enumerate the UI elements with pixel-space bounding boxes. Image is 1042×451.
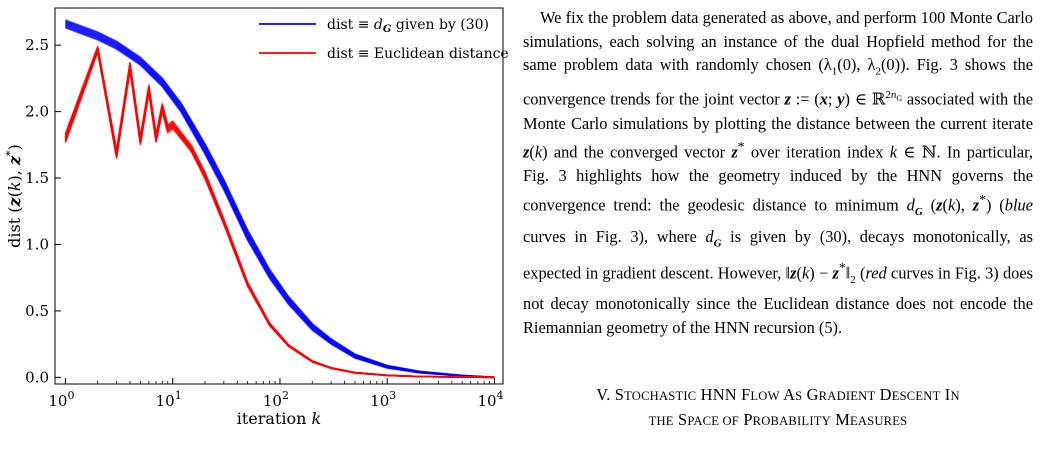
- series-1-run-4: [64, 49, 495, 379]
- body-paragraph: We fix the problem data generated as abo…: [523, 8, 1034, 337]
- series-1-run-3: [64, 49, 495, 379]
- curves-layer: [64, 19, 495, 379]
- y-tick-label: 0.0: [25, 368, 49, 386]
- convergence-figure: 100 101 102 103 104 0.0 0.5 1.0 1.5 2.0 2.5 dist ≡…: [0, 0, 520, 451]
- series-1-run-13: [64, 45, 495, 379]
- series-0-run-2: [65, 25, 495, 379]
- series-1-run-12: [64, 46, 495, 379]
- y-tick-label: 1.5: [25, 169, 49, 187]
- series-1-run-7: [64, 48, 495, 379]
- section-heading: V. STOCHASTIC HNN FLOW AS GRADIENT DESCE…: [523, 383, 1033, 433]
- series-0-run-0: [65, 27, 495, 379]
- svg-text:dist (z(k), z*): dist (z(k), z*): [4, 144, 24, 248]
- legend-label: dist ≡ Euclidean distance: [327, 46, 509, 62]
- axes-frame: [54, 7, 504, 385]
- series-0-run-1: [65, 26, 495, 379]
- series-1-run-9: [64, 47, 495, 379]
- series-1-run-10: [64, 46, 495, 379]
- x-tick-label: 101: [156, 389, 182, 410]
- legend: dist ≡ dG given by (30) dist ≡ Euclidean …: [259, 17, 509, 62]
- series-1-run-1: [64, 50, 495, 379]
- series-0-run-5: [65, 24, 495, 379]
- convergence-chart: 100 101 102 103 104 0.0 0.5 1.0 1.5 2.0 2.5 dist ≡…: [4, 7, 509, 428]
- x-axis-label: iteration k: [237, 409, 321, 428]
- ticks-layer: 100 101 102 103 104 0.0 0.5 1.0 1.5 2.0 2.5: [25, 36, 503, 410]
- series-1-run-5: [64, 49, 495, 379]
- x-tick-label: 104: [477, 389, 503, 410]
- x-tick-label: 103: [370, 389, 396, 410]
- y-axis-label: dist (z(k), z*): [4, 144, 24, 248]
- series-1-run-11: [64, 46, 495, 379]
- text-column: We fix the problem data generated as abo…: [523, 6, 1033, 433]
- y-tick-label: 1.0: [25, 235, 49, 253]
- series-1-run-6: [64, 48, 495, 379]
- series-0-run-13: [65, 19, 495, 379]
- section-heading-line-2: THE SPACE OF PROBABILITY MEASURES: [648, 410, 908, 430]
- series-0-run-3: [65, 25, 495, 379]
- series-1-run-0: [64, 51, 495, 379]
- section-heading-line-1: V. STOCHASTIC HNN FLOW AS GRADIENT DESCE…: [596, 385, 960, 405]
- y-tick-label: 2.0: [25, 103, 49, 121]
- series-0-run-4: [65, 24, 495, 379]
- y-tick-label: 0.5: [25, 302, 49, 320]
- x-tick-label: 100: [48, 389, 74, 410]
- legend-label: dist ≡ dG given by (30): [327, 17, 489, 35]
- series-0-run-6: [65, 23, 495, 379]
- y-tick-label: 2.5: [25, 36, 49, 54]
- series-1-run-8: [64, 47, 495, 379]
- series-1-run-2: [64, 50, 495, 379]
- x-tick-label: 102: [263, 389, 289, 410]
